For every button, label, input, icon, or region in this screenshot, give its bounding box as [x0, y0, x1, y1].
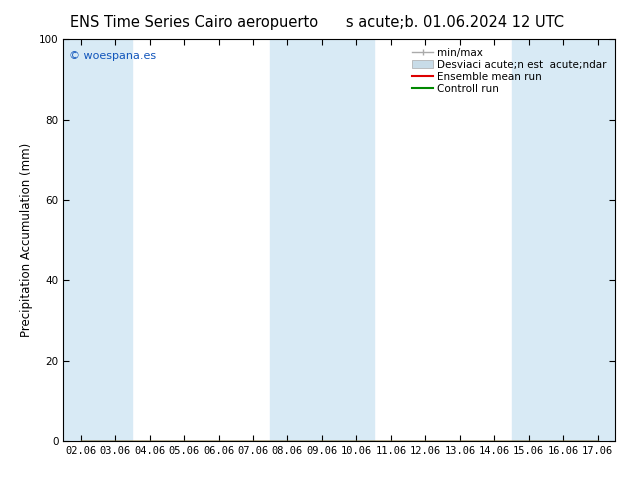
- Legend: min/max, Desviaci acute;n est  acute;ndar, Ensemble mean run, Controll run: min/max, Desviaci acute;n est acute;ndar…: [409, 45, 610, 97]
- Text: ENS Time Series Cairo aeropuerto      s acute;b. 01.06.2024 12 UTC: ENS Time Series Cairo aeropuerto s acute…: [70, 15, 564, 30]
- Bar: [270, 39, 373, 441]
- Bar: [512, 39, 615, 441]
- Bar: [63, 39, 133, 441]
- Y-axis label: Precipitation Accumulation (mm): Precipitation Accumulation (mm): [20, 143, 34, 337]
- Text: © woespana.es: © woespana.es: [69, 51, 156, 61]
